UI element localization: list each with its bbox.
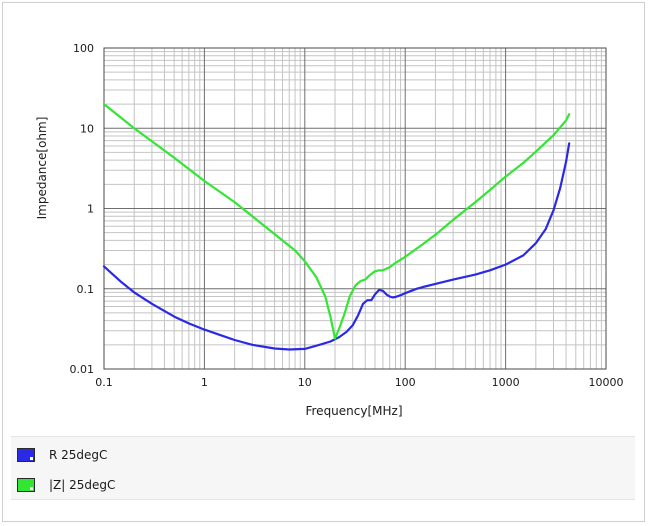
x-tick-label: 1	[201, 376, 208, 389]
x-tick-label: 10	[298, 376, 312, 389]
grid	[103, 47, 607, 370]
chart-area: 0.1 1 10 100 1000 10000 0.01 0.1 1 10 100 Frequenc…	[35, 42, 624, 418]
plot-border	[103, 47, 607, 370]
legend-item-z: |Z| 25degC	[17, 475, 115, 495]
series-line-z	[102, 102, 571, 340]
y-tick-label: 0.01	[70, 363, 95, 376]
y-tick-label: 100	[73, 42, 94, 55]
legend-label-r: R 25degC	[49, 448, 108, 462]
y-tick-label: 0.1	[77, 283, 95, 296]
x-tick-label: 100	[395, 376, 416, 389]
y-tick-label: 10	[80, 122, 94, 135]
legend-item-r: R 25degC	[17, 445, 107, 465]
y-axis-label: Impedance[ohm]	[35, 117, 49, 220]
legend-swatch-r	[17, 448, 35, 462]
chart-legend: R 25degC |Z| 25degC	[11, 436, 635, 500]
x-tick-label: 1000	[492, 376, 520, 389]
x-axis-label: Frequency[MHz]	[305, 404, 402, 418]
legend-label-z: |Z| 25degC	[49, 478, 116, 492]
series-lines	[102, 102, 571, 351]
series-line-r	[102, 142, 571, 351]
x-tick-label: 0.1	[95, 376, 113, 389]
x-tick-label: 10000	[589, 376, 624, 389]
y-tick-label: 1	[87, 203, 94, 216]
legend-swatch-z	[17, 478, 35, 492]
